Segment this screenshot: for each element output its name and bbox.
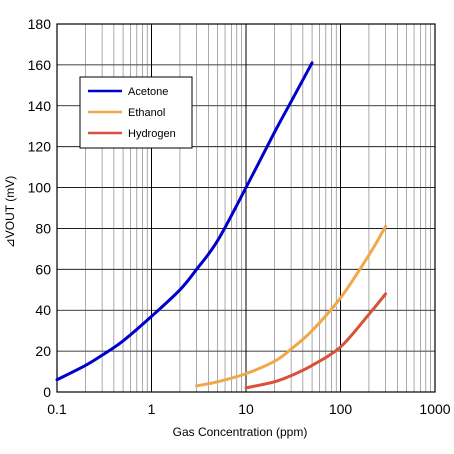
y-tick-label: 40 bbox=[35, 302, 51, 318]
y-tick-label: 180 bbox=[28, 16, 52, 32]
y-tick-labels: 0 20 40 60 80 100 120 140 160 180 bbox=[28, 16, 52, 400]
y-tick-label: 20 bbox=[35, 343, 51, 359]
y-axis-label: ⊿VOUT (mV) bbox=[3, 176, 17, 249]
series-line-hydrogen bbox=[244, 292, 388, 390]
series-line-ethanol bbox=[195, 224, 388, 388]
series-line-acetone bbox=[55, 61, 314, 382]
y-tick-label: 0 bbox=[43, 384, 51, 400]
legend-label-acetone: Acetone bbox=[128, 86, 168, 98]
y-tick-label: 60 bbox=[35, 261, 51, 277]
x-tick-labels: 0.1 1 10 100 1000 bbox=[47, 401, 451, 417]
y-tick-label: 140 bbox=[28, 98, 52, 114]
x-tick-label: 1000 bbox=[419, 401, 450, 417]
x-tick-label: 100 bbox=[329, 401, 353, 417]
x-tick-label: 0.1 bbox=[47, 401, 67, 417]
y-tick-label: 80 bbox=[35, 220, 51, 236]
legend-label-ethanol: Ethanol bbox=[128, 107, 165, 119]
legend: Acetone Ethanol Hydrogen bbox=[79, 76, 193, 149]
y-tick-label: 100 bbox=[28, 180, 52, 196]
x-tick-label: 1 bbox=[148, 401, 156, 417]
y-tick-label: 120 bbox=[28, 139, 52, 155]
x-tick-label: 10 bbox=[238, 401, 254, 417]
plot-frame bbox=[56, 23, 436, 393]
x-axis-label: Gas Concentration (ppm) bbox=[173, 425, 308, 439]
y-tick-label: 160 bbox=[28, 57, 52, 73]
legend-label-hydrogen: Hydrogen bbox=[128, 128, 176, 140]
series-layer bbox=[55, 61, 388, 390]
